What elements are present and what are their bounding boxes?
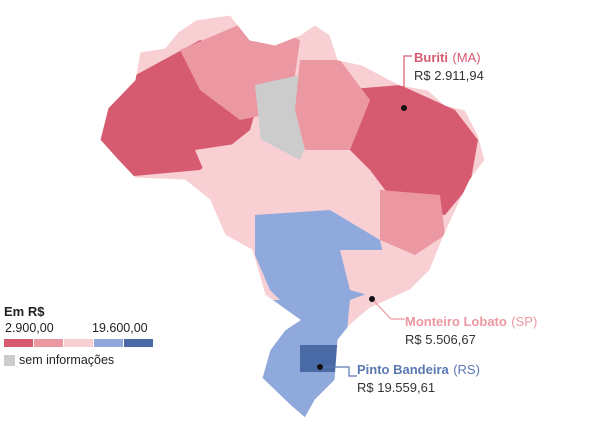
callout-state: (RS)	[453, 362, 480, 377]
country-outline	[99, 14, 486, 419]
legend-max-label: 19.600,00	[92, 321, 148, 335]
marker-monteiro-lobato	[369, 296, 375, 302]
region-northeast	[340, 85, 478, 215]
callout-leader-monteiro-lobato	[369, 296, 405, 320]
map-legend: Em R$ 2.900,00 19.600,00 sem informações	[4, 304, 164, 367]
marker-pinto-bandeira	[317, 364, 323, 370]
municipality-regions	[100, 20, 478, 418]
legend-no-data: sem informações	[4, 353, 164, 367]
legend-swatch-5	[124, 339, 153, 347]
callout-leader-pinto-bandeira	[317, 364, 357, 377]
callout-value: R$ 19.559,61	[357, 380, 436, 395]
legend-swatch-2	[34, 339, 63, 347]
callout-buriti: Buriti (MA) R$ 2.911,94	[414, 48, 484, 84]
legend-min-label: 2.900,00	[5, 321, 54, 335]
callout-value: R$ 5.506,67	[405, 332, 476, 347]
legend-title: Em R$	[4, 304, 45, 319]
legend-range: 2.900,00 19.600,00	[4, 321, 164, 337]
callout-place: Pinto Bandeira	[357, 362, 449, 377]
callout-state: (MA)	[452, 50, 481, 65]
callout-state: (SP)	[511, 314, 538, 329]
callout-leader-buriti	[401, 55, 412, 111]
region-bahia-pink	[380, 190, 445, 255]
callout-monteiro-lobato: Monteiro Lobato (SP) R$ 5.506,67	[405, 312, 537, 348]
legend-swatch-4	[94, 339, 123, 347]
callout-place: Monteiro Lobato	[405, 314, 507, 329]
callout-value: R$ 2.911,94	[414, 68, 484, 83]
region-center-west-blue	[255, 210, 390, 320]
legend-swatch-1	[4, 339, 33, 347]
region-south-darkblue	[300, 345, 345, 372]
legend-swatch-3	[64, 339, 93, 347]
no-data-swatch	[4, 354, 15, 366]
legend-color-scale	[4, 339, 164, 347]
callout-pinto-bandeira: Pinto Bandeira (RS) R$ 19.559,61	[357, 360, 480, 396]
marker-buriti	[401, 105, 407, 111]
legend-no-data-label: sem informações	[19, 353, 115, 367]
region-southeast-pink	[340, 250, 430, 300]
region-para-pink	[295, 60, 370, 150]
callout-place: Buriti	[414, 50, 448, 65]
